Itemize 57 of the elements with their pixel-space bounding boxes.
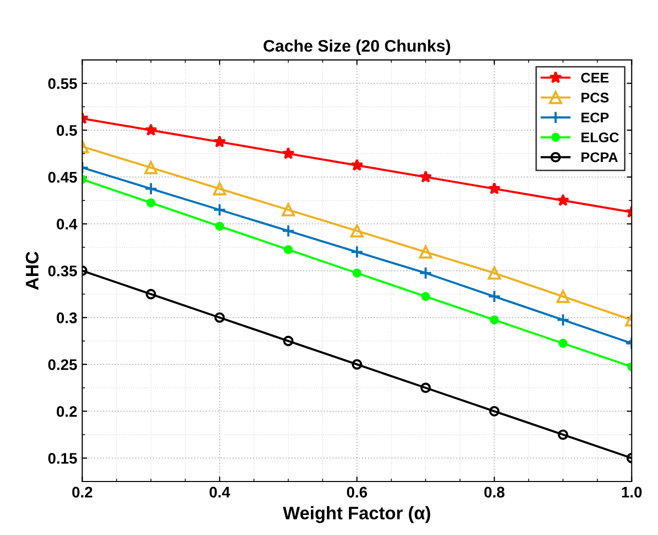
point [214,312,225,323]
point [556,194,570,206]
point [282,224,295,238]
chart-title: Cache Size (20 Chunks) [264,40,450,56]
point [558,429,568,440]
x-tick-label: 0.8 [484,486,504,498]
point [213,182,226,196]
point [488,266,501,280]
y-tick-label: 0.45 [48,172,77,183]
y-tick-label: 0.3 [56,312,77,324]
y-tick-label: 0.25 [48,359,77,370]
point [282,147,295,160]
point [350,158,364,171]
point [283,336,294,346]
y-tick-label: 0.2 [56,406,77,417]
point [419,266,432,280]
point [144,124,158,136]
x-tick-label: 0.2 [72,486,92,498]
legend-label: PCS [582,92,609,103]
point [213,203,226,216]
legend-label: ELGC [582,132,619,142]
y-tick-label: 0.5 [56,125,77,136]
legend-label: CEE [581,72,609,83]
y-axis-title: AHC [26,252,39,290]
point [558,338,568,348]
point [352,359,362,370]
legend-label: ECP [582,112,609,122]
point [282,203,295,216]
x-tick-label: 1.0 [622,486,642,498]
point [146,288,156,300]
point [421,292,430,301]
point [488,182,501,194]
point [350,245,364,259]
y-tick-label: 0.15 [48,452,77,464]
point [556,290,570,304]
point [489,406,500,416]
point [419,245,432,259]
point [144,161,158,174]
point [490,315,499,324]
x-tick-label: 0.6 [346,486,368,498]
x-axis-title: Weight Factor (α) [282,506,430,524]
point [352,268,362,278]
point [144,182,158,196]
point [556,313,570,326]
legend-label: PCPA [582,152,618,162]
point [350,224,364,238]
point [419,170,432,183]
y-tick-label: 0.4 [56,218,78,230]
point [146,198,156,208]
x-tick-label: 0.4 [210,486,230,498]
point [215,222,224,231]
y-tick-label: 0.35 [48,266,77,276]
point [213,135,226,148]
point [284,245,293,254]
y-tick-label: 0.55 [48,78,77,90]
point [488,290,501,304]
point [420,382,431,394]
